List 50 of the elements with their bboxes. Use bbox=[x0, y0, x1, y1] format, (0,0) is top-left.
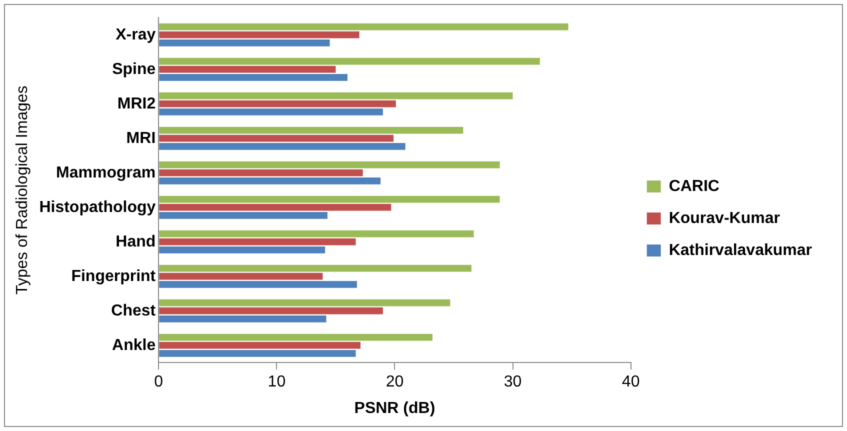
bar bbox=[159, 272, 323, 280]
bar bbox=[159, 66, 336, 73]
bar bbox=[159, 264, 472, 272]
bar bbox=[159, 92, 513, 100]
y-tick-label: Mammogram bbox=[56, 164, 156, 182]
y-tick-label: MRI bbox=[126, 130, 156, 147]
y-tick-label: Hand bbox=[116, 233, 156, 250]
bar bbox=[159, 100, 396, 108]
bar bbox=[159, 315, 326, 322]
bar bbox=[159, 350, 356, 357]
x-tick-label: 40 bbox=[622, 374, 640, 391]
bar bbox=[159, 134, 394, 142]
bar bbox=[159, 334, 432, 341]
bar bbox=[159, 169, 363, 176]
y-tick-label: MRI2 bbox=[117, 95, 156, 112]
y-axis-title: Types of Radiological Images bbox=[14, 86, 32, 295]
y-tick-label: Histopathology bbox=[39, 198, 156, 216]
y-tick-label: Fingerprint bbox=[71, 268, 156, 285]
bar bbox=[159, 161, 500, 168]
bar bbox=[159, 196, 500, 203]
bar bbox=[159, 23, 568, 30]
bar bbox=[159, 212, 328, 219]
x-axis-title: PSNR (dB) bbox=[354, 400, 436, 417]
bar bbox=[159, 58, 540, 65]
bar bbox=[159, 108, 383, 116]
x-tick-label: 20 bbox=[386, 374, 404, 391]
bar bbox=[159, 238, 356, 246]
bar bbox=[159, 142, 406, 150]
x-tick-label: 10 bbox=[268, 374, 286, 391]
bar bbox=[159, 177, 381, 184]
bar bbox=[159, 299, 450, 306]
legend-label: CARIC bbox=[668, 178, 720, 195]
bar bbox=[159, 280, 357, 288]
legend-label: Kourav-Kumar bbox=[668, 210, 780, 227]
bar bbox=[159, 246, 326, 254]
bar bbox=[159, 31, 360, 38]
bar bbox=[159, 39, 330, 46]
x-tick-label: 0 bbox=[154, 374, 164, 391]
x-tick-label: 30 bbox=[504, 374, 522, 391]
bar bbox=[159, 126, 464, 134]
y-tick-label: X-ray bbox=[116, 26, 156, 44]
bar bbox=[159, 74, 348, 81]
bar bbox=[159, 342, 360, 349]
y-tick-label: Ankle bbox=[112, 336, 156, 354]
bar bbox=[159, 230, 474, 238]
bar bbox=[159, 307, 383, 314]
bar bbox=[159, 204, 392, 211]
legend-label: Kathirvalavakumar bbox=[668, 242, 812, 259]
y-tick-label: Spine bbox=[112, 60, 156, 78]
y-tick-label: Chest bbox=[111, 302, 156, 320]
